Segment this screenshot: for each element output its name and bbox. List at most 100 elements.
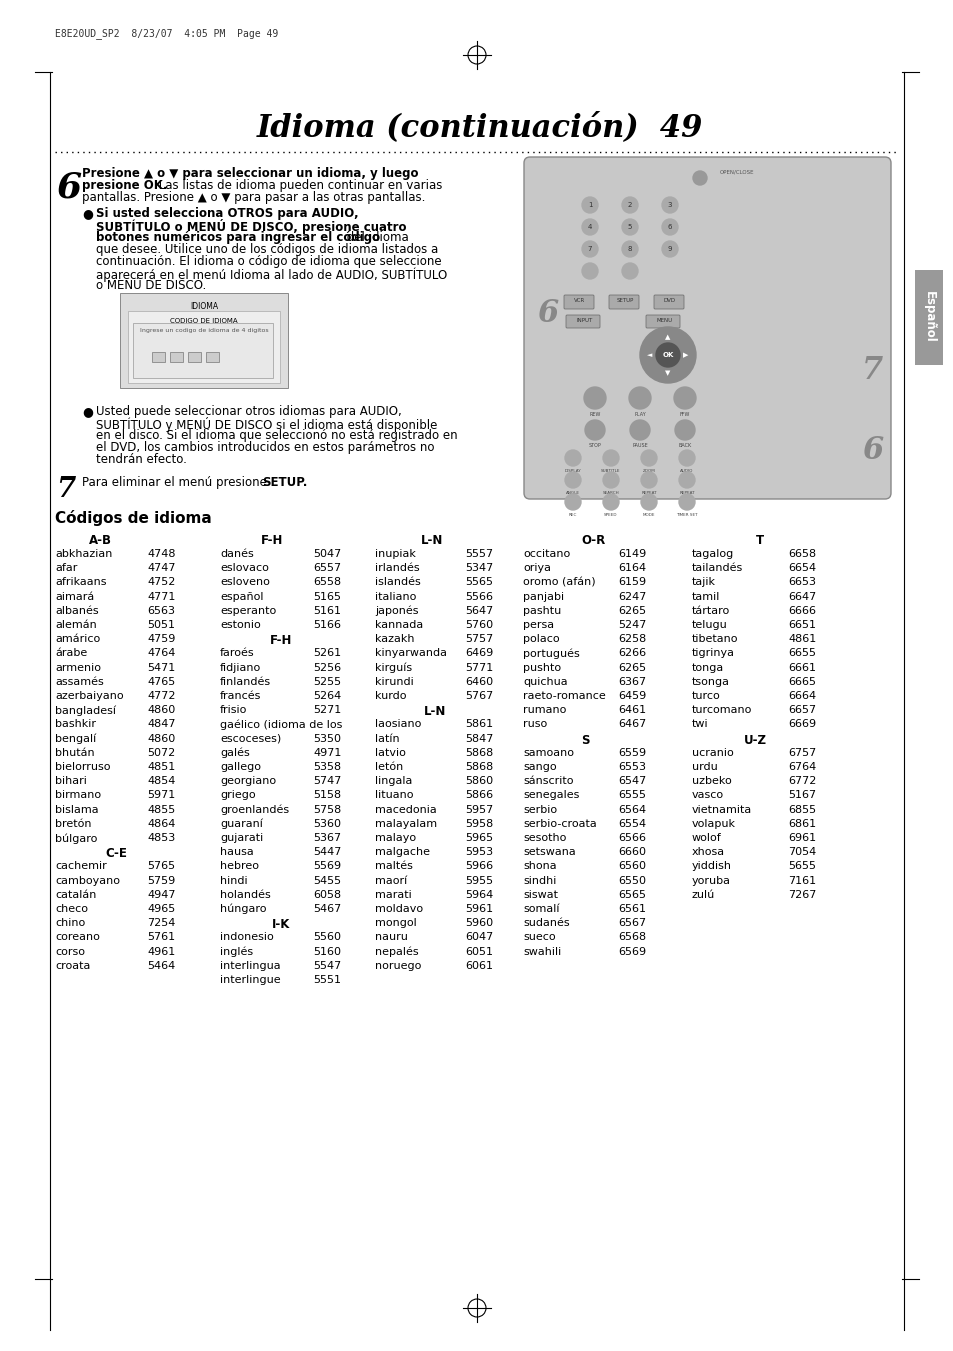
Text: twi: twi xyxy=(691,719,708,730)
Text: 5767: 5767 xyxy=(464,690,493,701)
Text: 6655: 6655 xyxy=(787,648,815,658)
Text: assamés: assamés xyxy=(55,677,104,686)
Text: sindhi: sindhi xyxy=(522,875,556,886)
Text: SETUP.: SETUP. xyxy=(262,476,307,489)
Text: turcomano: turcomano xyxy=(691,705,752,715)
Text: 6553: 6553 xyxy=(618,762,645,771)
Text: E8E20UD_SP2  8/23/07  4:05 PM  Page 49: E8E20UD_SP2 8/23/07 4:05 PM Page 49 xyxy=(55,28,278,39)
Text: japonés: japonés xyxy=(375,605,418,616)
Text: 6051: 6051 xyxy=(464,947,493,957)
Text: ucranio: ucranio xyxy=(691,748,733,758)
Text: 6149: 6149 xyxy=(618,549,645,559)
FancyBboxPatch shape xyxy=(188,353,201,362)
Text: FFW: FFW xyxy=(679,412,689,417)
Text: panjabi: panjabi xyxy=(522,592,563,601)
Text: ZOOM: ZOOM xyxy=(642,469,655,473)
Text: en el disco. Si el idioma que seleccionó no está registrado en: en el disco. Si el idioma que seleccionó… xyxy=(96,430,457,442)
Text: 6258: 6258 xyxy=(618,634,645,644)
Circle shape xyxy=(564,494,580,509)
Text: shona: shona xyxy=(522,862,556,871)
Text: 7161: 7161 xyxy=(787,875,815,886)
Text: fidjiano: fidjiano xyxy=(220,662,261,673)
Text: azerbaiyano: azerbaiyano xyxy=(55,690,124,701)
Text: georgiano: georgiano xyxy=(220,777,275,786)
Text: 6555: 6555 xyxy=(618,790,645,800)
Text: senegales: senegales xyxy=(522,790,578,800)
Text: 8: 8 xyxy=(627,246,632,253)
Circle shape xyxy=(629,420,649,440)
Text: 4860: 4860 xyxy=(147,705,175,715)
Circle shape xyxy=(661,240,678,257)
Text: galés: galés xyxy=(220,748,250,758)
Circle shape xyxy=(679,450,695,466)
Text: coreano: coreano xyxy=(55,932,100,943)
Text: 6647: 6647 xyxy=(787,592,816,601)
Text: 5261: 5261 xyxy=(313,648,341,658)
Circle shape xyxy=(661,219,678,235)
Text: 4765: 4765 xyxy=(147,677,175,686)
Text: 5866: 5866 xyxy=(464,790,493,800)
Circle shape xyxy=(602,494,618,509)
Text: 5868: 5868 xyxy=(464,748,493,758)
Text: turco: turco xyxy=(691,690,720,701)
Text: 5360: 5360 xyxy=(313,819,340,828)
Text: serbio: serbio xyxy=(522,805,557,815)
Text: 4971: 4971 xyxy=(313,748,341,758)
Text: ▼: ▼ xyxy=(664,370,670,376)
Text: islandés: islandés xyxy=(375,577,420,588)
Text: letón: letón xyxy=(375,762,403,771)
Text: ▲: ▲ xyxy=(664,334,670,340)
Text: 6661: 6661 xyxy=(787,662,815,673)
Text: checo: checo xyxy=(55,904,88,915)
Text: 7267: 7267 xyxy=(787,890,816,900)
Text: REW: REW xyxy=(589,412,600,417)
Text: 5964: 5964 xyxy=(464,890,493,900)
Text: 5647: 5647 xyxy=(464,605,493,616)
Text: hindi: hindi xyxy=(220,875,248,886)
Text: birmano: birmano xyxy=(55,790,101,800)
Text: 6266: 6266 xyxy=(618,648,645,658)
Circle shape xyxy=(621,263,638,280)
Text: el DVD, los cambios introducidos en estos parámetros no: el DVD, los cambios introducidos en esto… xyxy=(96,440,434,454)
Text: 6569: 6569 xyxy=(618,947,645,957)
Text: gujarati: gujarati xyxy=(220,834,263,843)
Text: 5165: 5165 xyxy=(313,592,340,601)
Text: 6058: 6058 xyxy=(313,890,341,900)
Text: 5072: 5072 xyxy=(147,748,175,758)
Text: Usted puede seleccionar otros idiomas para AUDIO,: Usted puede seleccionar otros idiomas pa… xyxy=(96,405,401,417)
FancyBboxPatch shape xyxy=(128,311,280,382)
Text: 5569: 5569 xyxy=(313,862,341,871)
Text: esloveno: esloveno xyxy=(220,577,270,588)
Text: 6961: 6961 xyxy=(787,834,815,843)
Circle shape xyxy=(640,494,657,509)
Text: 5271: 5271 xyxy=(313,705,341,715)
Circle shape xyxy=(661,197,678,213)
Text: 6660: 6660 xyxy=(618,847,645,857)
Text: 4847: 4847 xyxy=(147,719,175,730)
Text: 5447: 5447 xyxy=(313,847,341,857)
Circle shape xyxy=(679,471,695,488)
Circle shape xyxy=(584,420,604,440)
Circle shape xyxy=(640,450,657,466)
Text: groenlandés: groenlandés xyxy=(220,805,289,815)
Text: Las listas de idioma pueden continuar en varias: Las listas de idioma pueden continuar en… xyxy=(154,178,442,192)
Text: 6164: 6164 xyxy=(618,563,645,573)
Text: 5747: 5747 xyxy=(313,777,341,786)
Text: OPEN/CLOSE: OPEN/CLOSE xyxy=(720,170,754,176)
Text: 6567: 6567 xyxy=(618,919,645,928)
Text: armenio: armenio xyxy=(55,662,101,673)
Text: kurdo: kurdo xyxy=(375,690,406,701)
Text: 3: 3 xyxy=(667,203,672,208)
Text: hausa: hausa xyxy=(220,847,253,857)
Text: que desee. Utilice uno de los códigos de idioma listados a: que desee. Utilice uno de los códigos de… xyxy=(96,243,437,255)
Text: 6757: 6757 xyxy=(787,748,816,758)
Text: 6772: 6772 xyxy=(787,777,816,786)
Text: OK: OK xyxy=(661,353,673,358)
Text: portugués: portugués xyxy=(522,648,579,659)
Text: búlgaro: búlgaro xyxy=(55,834,97,843)
Text: 5655: 5655 xyxy=(787,862,815,871)
Text: faroés: faroés xyxy=(220,648,254,658)
Text: 5953: 5953 xyxy=(464,847,493,857)
Text: 9: 9 xyxy=(667,246,672,253)
Text: 5158: 5158 xyxy=(313,790,341,800)
